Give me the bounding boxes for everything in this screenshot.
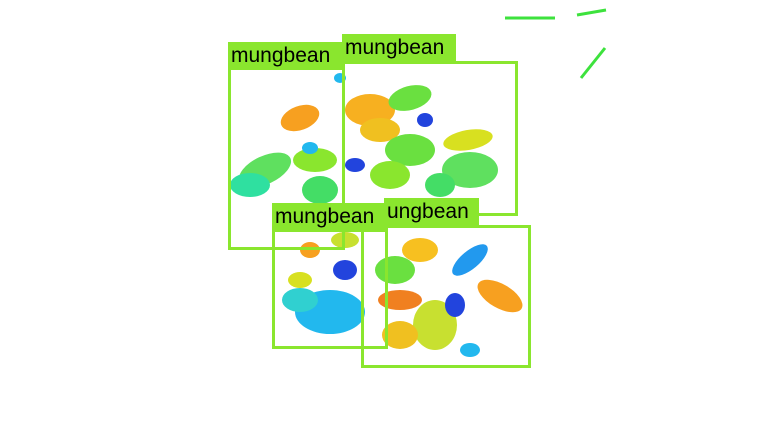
detection-box: ungbean	[361, 198, 531, 368]
plant-upper-right	[345, 85, 498, 197]
detection-label: mungbean	[342, 34, 456, 62]
stray-streaks	[505, 8, 607, 79]
plant-lower-right	[375, 238, 523, 357]
detection-label: mungbean	[228, 42, 345, 70]
detection-box: mungbean	[228, 42, 345, 250]
plant-lower-left	[282, 232, 365, 334]
detection-box: mungbean	[342, 34, 518, 216]
detection-label: ungbean	[384, 198, 479, 226]
